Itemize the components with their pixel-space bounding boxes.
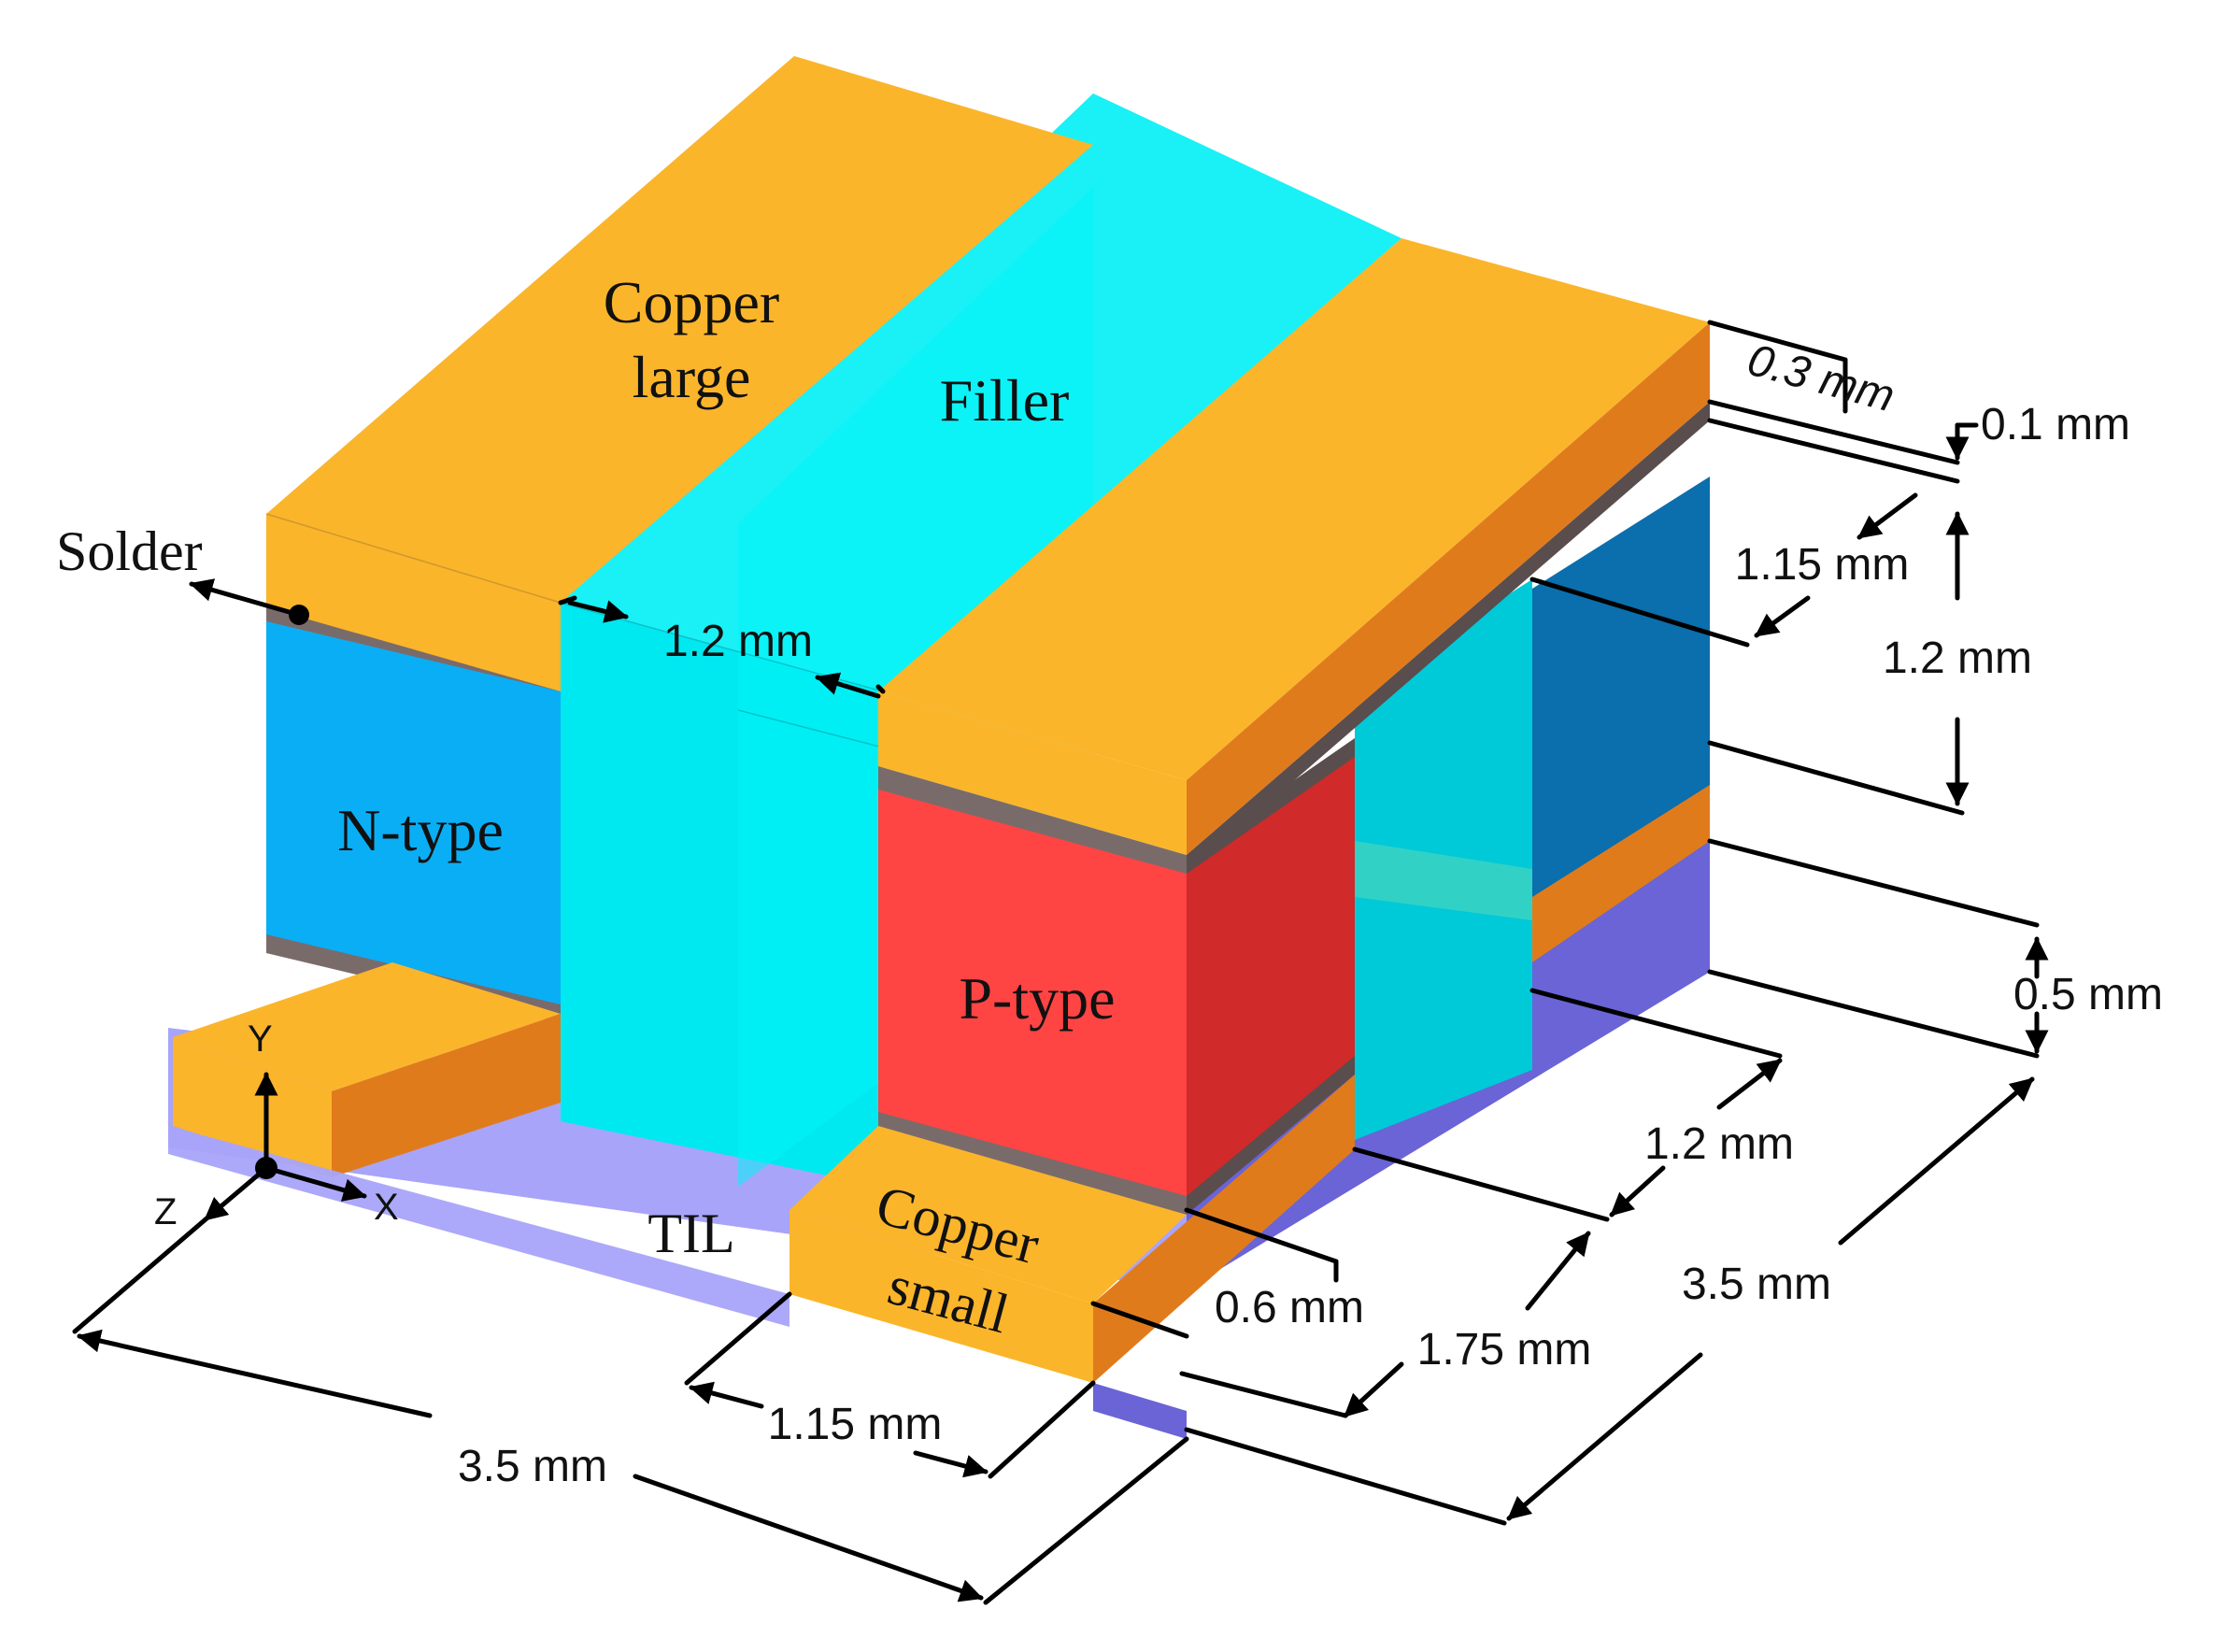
p-type-leg — [878, 738, 1355, 1215]
dim-1-15-right — [1529, 492, 1918, 648]
copper-large-right — [878, 238, 1710, 874]
dim-label-0-3: 0.3 mm — [1742, 335, 1899, 422]
dim-label-1-2-right: 1.2 mm — [1883, 634, 2032, 683]
dim-0-6 — [1090, 1207, 1339, 1339]
dim-label-3-5-left: 3.5 mm — [458, 1442, 607, 1491]
dim-3-5-right — [1184, 1076, 2035, 1526]
label-p-type: P-type — [959, 965, 1115, 1032]
copper-large-left — [265, 56, 1093, 691]
dim-1-2-lower — [1352, 988, 1783, 1222]
back-right-column — [1355, 477, 1710, 1140]
dim-1-15-bottom — [684, 1291, 1096, 1479]
axis-triad — [203, 1072, 367, 1222]
dim-label-0-5: 0.5 mm — [2013, 970, 2163, 1019]
dim-label-gap-1-2: 1.2 mm — [663, 617, 813, 666]
dim-label-1-15-bottom: 1.15 mm — [768, 1400, 943, 1449]
dim-label-0-6: 0.6 mm — [1215, 1283, 1364, 1332]
label-filler: Filler — [940, 367, 1070, 434]
dim-label-3-5-right: 3.5 mm — [1682, 1260, 1831, 1309]
dim-label-0-1: 0.1 mm — [1981, 400, 2130, 449]
dim-3-5-left — [72, 1217, 1189, 1605]
dim-gap-1-2 — [558, 595, 886, 699]
axis-label-z: Z — [154, 1191, 177, 1232]
label-solder: Solder — [56, 520, 203, 582]
axis-label-y: Y — [248, 1018, 273, 1060]
axis-label-x: X — [374, 1187, 399, 1228]
dim-label-1-2-lower: 1.2 mm — [1644, 1119, 1794, 1169]
til-front — [168, 1126, 1187, 1439]
copper-small-left — [173, 962, 561, 1177]
dim-0-5 — [1707, 838, 2049, 1059]
copper-small-right — [789, 1075, 1355, 1383]
label-n-type: N-type — [337, 797, 504, 863]
label-til: TIL — [647, 1203, 734, 1264]
dim-0-3 — [1707, 320, 1848, 414]
dim-1-2-right — [1707, 511, 1970, 816]
dim-1-75 — [1179, 1231, 1591, 1418]
dim-0-1 — [1707, 399, 1979, 484]
label-copper-large-line2: large — [633, 344, 751, 410]
dim-label-1-75: 1.75 mm — [1417, 1325, 1592, 1374]
label-copper-large-line1: Copper — [604, 269, 779, 335]
dim-label-1-15-right: 1.15 mm — [1735, 540, 1910, 590]
solder-pointer — [189, 578, 309, 625]
